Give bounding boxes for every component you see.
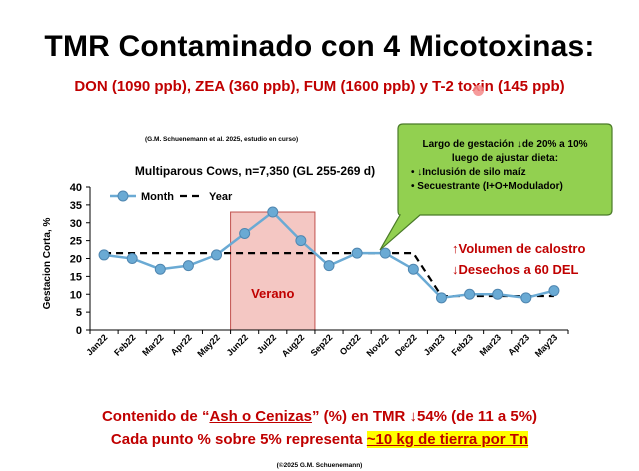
note-bullet-1-text: ↓Inclusión de silo maíz [417,167,526,178]
x-tick-label: Mar22 [140,332,165,357]
series-month-point [182,260,194,272]
note-callout-text: Largo de gestación ↓de 20% a 10% luego d… [405,138,605,194]
series-year-line [104,252,554,298]
series-month-point [520,292,532,304]
bottom-line-1-underlined: Ash o Cenizas [209,408,312,425]
bottom-line-1-pre: Contenido de “ [101,408,210,425]
note-line-1: Largo de gestación ↓de 20% a 10% [422,139,588,150]
right-annotations: ↑Volumen de calostro ↓Desechos a 60 DEL [452,238,585,280]
note-bullet-2-text: Secuestrante (I+O+Modulador) [417,181,563,192]
note-line-2: luego de ajustar dieta: [451,153,559,164]
y-tick-label: 10 [70,289,82,301]
y-tick-label: 35 [70,200,82,212]
chart-title: Multiparous Cows, n=7,350 (GL 255-269 d) [135,164,375,178]
summer-region-label: Verano [251,286,294,301]
x-tick-label: Oct22 [338,332,363,357]
x-tick-label: Apr22 [169,332,194,357]
series-month-point [323,260,335,272]
series-month-point [407,263,419,275]
series-month-point [464,288,476,300]
series-month-point [211,249,223,261]
series-month-point [435,292,447,304]
y-tick-label: 5 [76,307,82,319]
x-tick-label: Jan23 [422,332,447,357]
y-tick-label: 0 [76,325,82,337]
series-month-point [492,288,504,300]
series-month-point [379,247,391,259]
x-tick-label: Jun22 [225,332,250,357]
cursor-dot [473,85,484,96]
series-month-point [267,206,279,218]
x-tick-label: Aug22 [280,332,307,359]
series-month-point [239,227,251,239]
bottom-line-2: Cada punto % sobre 5% representa ~10 kg … [0,431,639,448]
x-tick-label: Jul22 [255,332,278,355]
y-tick-label: 15 [70,271,82,283]
y-tick-label: 25 [70,236,82,248]
series-month-point [126,253,138,264]
x-tick-label: Jan22 [84,332,109,357]
x-tick-label: Dec22 [393,332,419,358]
bottom-line-2-highlight: ~10 kg de tierra por Tn [366,431,529,448]
note-callout-bubble [379,123,613,251]
x-tick-label: Feb23 [450,332,475,357]
x-tick-label: Sep22 [309,332,335,358]
legend-month-marker [117,190,129,202]
y-tick-label: 30 [70,218,82,230]
legend-month-label: Month [141,191,174,203]
x-tick-label: Feb22 [112,332,137,357]
slide-subtitle: DON (1090 ppb), ZEA (360 ppb), FUM (1600… [74,78,565,95]
citation: (G.M. Schuenemann et al. 2025, estudio e… [145,136,299,143]
x-tick-label: Nov22 [364,332,390,358]
series-month-point [548,285,560,297]
copyright: (©2025 G.M. Schuenemann) [276,462,363,469]
legend-year-label: Year [209,191,233,203]
y-tick-label: 40 [70,182,82,194]
note-bullet-1: • ↓Inclusión de silo maíz [411,167,526,178]
y-axis-label: Gestacion Corta, % [42,218,53,310]
x-tick-label: Apr23 [506,332,531,357]
series-month-point [295,235,307,247]
note-bullet-2: • Secuestrante (I+O+Modulador) [411,181,563,192]
series-month-point [98,249,110,261]
slide-title: TMR Contaminado con 4 Micotoxinas: [44,30,595,63]
annotation-culling: ↓Desechos a 60 DEL [452,262,579,277]
x-tick-label: May23 [533,332,560,359]
annotation-colostrum: ↑Volumen de calostro [452,241,586,256]
bottom-line-1: Contenido de “Ash o Cenizas” (%) en TMR … [0,408,639,425]
x-tick-label: Mar23 [478,332,503,357]
bottom-line-1-post: ” (%) en TMR ↓54% (de 11 a 5%) [311,408,538,425]
y-tick-label: 20 [70,254,82,266]
series-month-point [351,247,363,259]
bottom-line-2-pre: Cada punto % sobre 5% representa [110,431,367,448]
series-month-point [154,263,166,275]
x-tick-label: May22 [195,332,222,359]
